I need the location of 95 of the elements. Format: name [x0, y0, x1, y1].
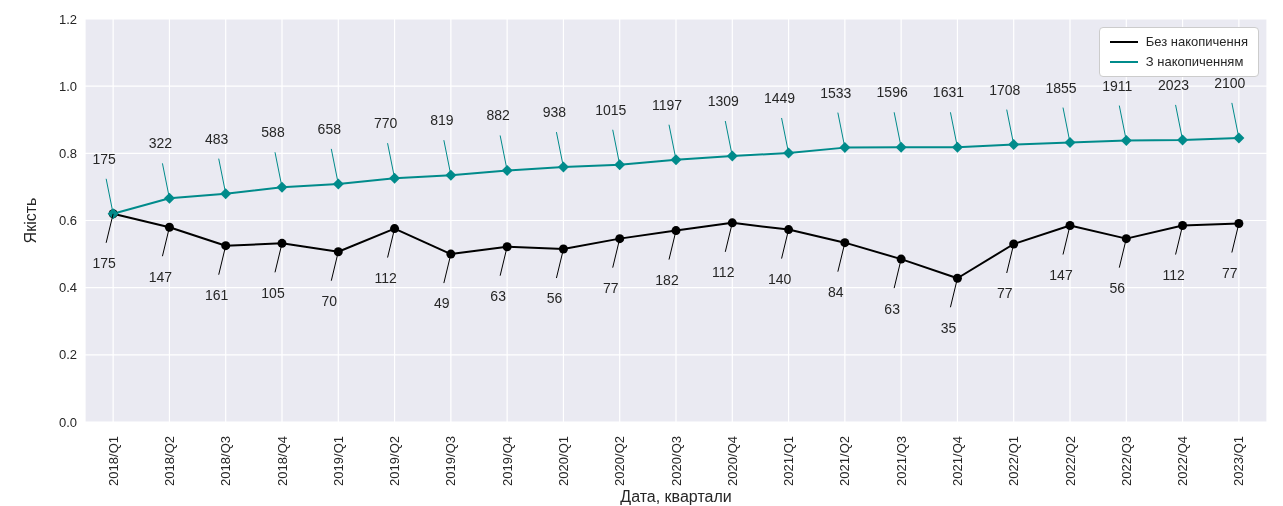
annotation: 483: [205, 130, 229, 147]
legend-label: Без накопичення: [1145, 33, 1248, 51]
annotation: 938: [542, 104, 567, 121]
x-tick-label: 2018/Q3: [218, 436, 234, 486]
annotation: 658: [317, 120, 342, 137]
annotation: 1631: [932, 84, 965, 101]
y-tick-label: 0.2: [58, 347, 77, 363]
point: [1178, 221, 1188, 231]
annotation: 112: [374, 269, 397, 286]
x-tick-label: 2020/Q4: [724, 436, 740, 486]
annotation: 63: [490, 288, 507, 305]
y-tick-label: 0.4: [58, 280, 77, 296]
annotation: 77: [996, 285, 1013, 302]
annotation: 63: [884, 300, 901, 317]
point: [389, 172, 401, 184]
point: [501, 164, 513, 176]
annotation: 112: [1162, 266, 1185, 283]
y-tick-label: 0.0: [58, 414, 77, 430]
annotation: 1911: [1102, 77, 1133, 94]
annotation: 49: [434, 295, 450, 312]
y-tick-label: 0.6: [58, 213, 77, 229]
x-tick-label: 2022/Q3: [1118, 436, 1134, 486]
annotation: 1708: [989, 81, 1021, 98]
x-tick-label: 2019/Q1: [330, 436, 346, 486]
annotation: 588: [261, 124, 285, 141]
point: [276, 181, 288, 193]
y-tick-label: 1.2: [58, 11, 77, 27]
annotation: 2023: [1157, 76, 1190, 93]
annotation: 140: [767, 270, 792, 287]
point: [951, 141, 963, 153]
point: [502, 242, 512, 252]
annotation: 56: [546, 290, 563, 307]
annotation: 770: [373, 115, 398, 132]
annotation: 84: [828, 284, 844, 301]
annotation: 819: [430, 112, 454, 129]
point: [952, 273, 962, 283]
x-tick-label: 2020/Q2: [612, 436, 628, 486]
annotation: 882: [486, 107, 511, 124]
point: [895, 141, 907, 153]
point: [221, 241, 231, 251]
annotation: 105: [261, 284, 285, 301]
x-tick-label: 2018/Q2: [161, 436, 177, 486]
annotation: 1449: [763, 90, 796, 106]
x-tick-label: 2020/Q1: [555, 436, 571, 486]
point: [163, 192, 175, 204]
annotation: 1309: [707, 93, 740, 110]
annotation: 56: [1109, 280, 1126, 297]
annotation: 35: [940, 319, 957, 336]
point: [1008, 139, 1020, 151]
annotation: 1197: [651, 96, 683, 113]
annotation: 175: [92, 255, 117, 272]
annotation: 161: [205, 287, 229, 304]
annotation: 182: [655, 271, 679, 288]
annotation: 147: [148, 268, 173, 285]
point: [839, 142, 851, 154]
x-tick-label: 2019/Q3: [443, 436, 459, 486]
x-tick-label: 2018/Q1: [105, 436, 121, 486]
x-tick-label: 2018/Q4: [274, 436, 290, 486]
y-tick-label: 1.0: [58, 78, 77, 94]
annotation: 77: [1222, 264, 1238, 281]
point: [333, 247, 343, 257]
y-axis-title: Якість: [21, 197, 39, 244]
annotation: 1533: [820, 84, 852, 101]
x-tick-label: 2021/Q4: [949, 436, 965, 486]
point: [784, 225, 794, 235]
x-tick-label: 2023/Q1: [1231, 436, 1247, 486]
point: [1064, 137, 1076, 149]
x-tick-label: 2021/Q1: [781, 436, 797, 486]
point: [557, 161, 569, 173]
x-tick-label: 2021/Q3: [893, 436, 909, 486]
legend-label: З накопиченням: [1145, 53, 1244, 71]
x-tick-label: 2022/Q1: [1006, 436, 1022, 486]
point: [1121, 234, 1131, 244]
y-tick-label: 0.8: [58, 145, 77, 161]
x-tick-label: 2022/Q4: [1175, 436, 1191, 486]
x-tick-label: 2019/Q4: [499, 436, 515, 486]
x-axis-title: Дата, квартали: [620, 488, 732, 505]
annotation: 112: [712, 264, 735, 281]
point: [390, 224, 400, 234]
annotation: 1855: [1045, 79, 1077, 96]
annotation: 322: [148, 135, 173, 152]
annotation: 1015: [595, 101, 627, 118]
annotation: 77: [602, 280, 619, 297]
annotation: 2100: [1214, 74, 1246, 91]
x-tick-label: 2021/Q2: [837, 436, 853, 486]
point: [615, 234, 625, 244]
point: [1233, 132, 1245, 144]
x-tick-label: 2020/Q3: [668, 436, 684, 486]
annotation: 175: [92, 150, 117, 167]
x-tick-label: 2019/Q2: [387, 436, 403, 486]
annotation: 1596: [876, 84, 908, 101]
x-tick-label: 2022/Q2: [1062, 436, 1078, 486]
annotation: 70: [321, 293, 338, 310]
annotation: 147: [1049, 266, 1073, 283]
point: [445, 169, 457, 181]
